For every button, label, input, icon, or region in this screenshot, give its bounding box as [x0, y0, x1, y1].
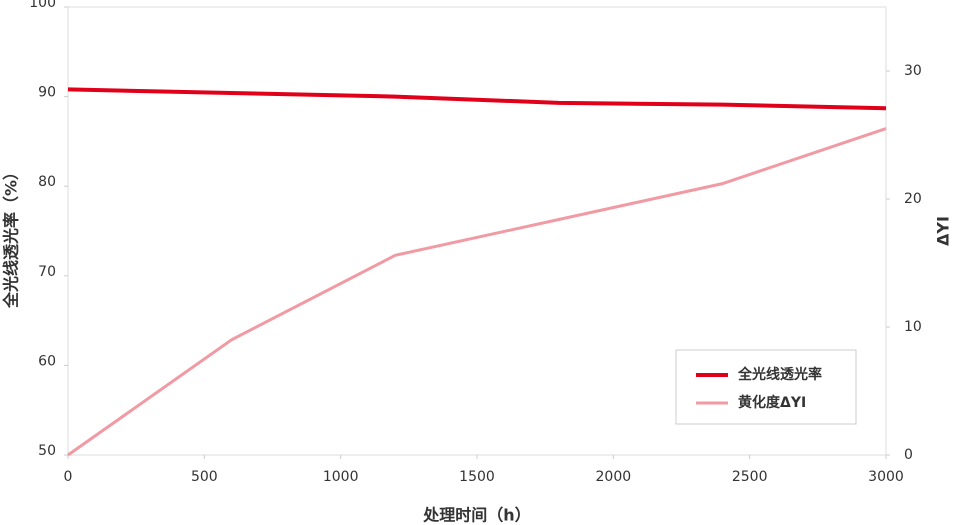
- y2-tick-label: 10: [904, 319, 922, 335]
- x-tick-label: 3000: [868, 469, 904, 485]
- x-tick-label: 1500: [459, 469, 495, 485]
- y-tick-label: 100: [29, 0, 56, 11]
- y2-tick-label: 30: [904, 63, 922, 79]
- y-tick-label: 60: [38, 353, 56, 369]
- y-axis-title: 全光线透光率（%）: [2, 164, 21, 309]
- legend-box: [675, 349, 857, 425]
- y2-tick-label: 0: [904, 447, 913, 463]
- x-axis-title: 处理时间（h）: [422, 506, 530, 525]
- legend-label: 全光线透光率: [737, 366, 822, 383]
- x-tick-label: 2000: [596, 469, 632, 485]
- y-tick-label: 90: [38, 85, 56, 101]
- series-line: [67, 127, 887, 457]
- y-tick-label: 70: [38, 264, 56, 280]
- y2-tick-label: 20: [904, 191, 922, 207]
- y-tick-label: 50: [38, 443, 56, 459]
- legend-label: 黄化度ΔYI: [738, 394, 806, 411]
- x-tick-label: 500: [191, 469, 218, 485]
- x-tick-label: 0: [64, 469, 73, 485]
- series-line: [67, 87, 887, 111]
- y-tick-label: 80: [38, 174, 56, 190]
- x-tick-label: 1000: [323, 469, 359, 485]
- x-tick-label: 2500: [732, 469, 768, 485]
- y2-axis-title: ΔYI: [934, 216, 953, 246]
